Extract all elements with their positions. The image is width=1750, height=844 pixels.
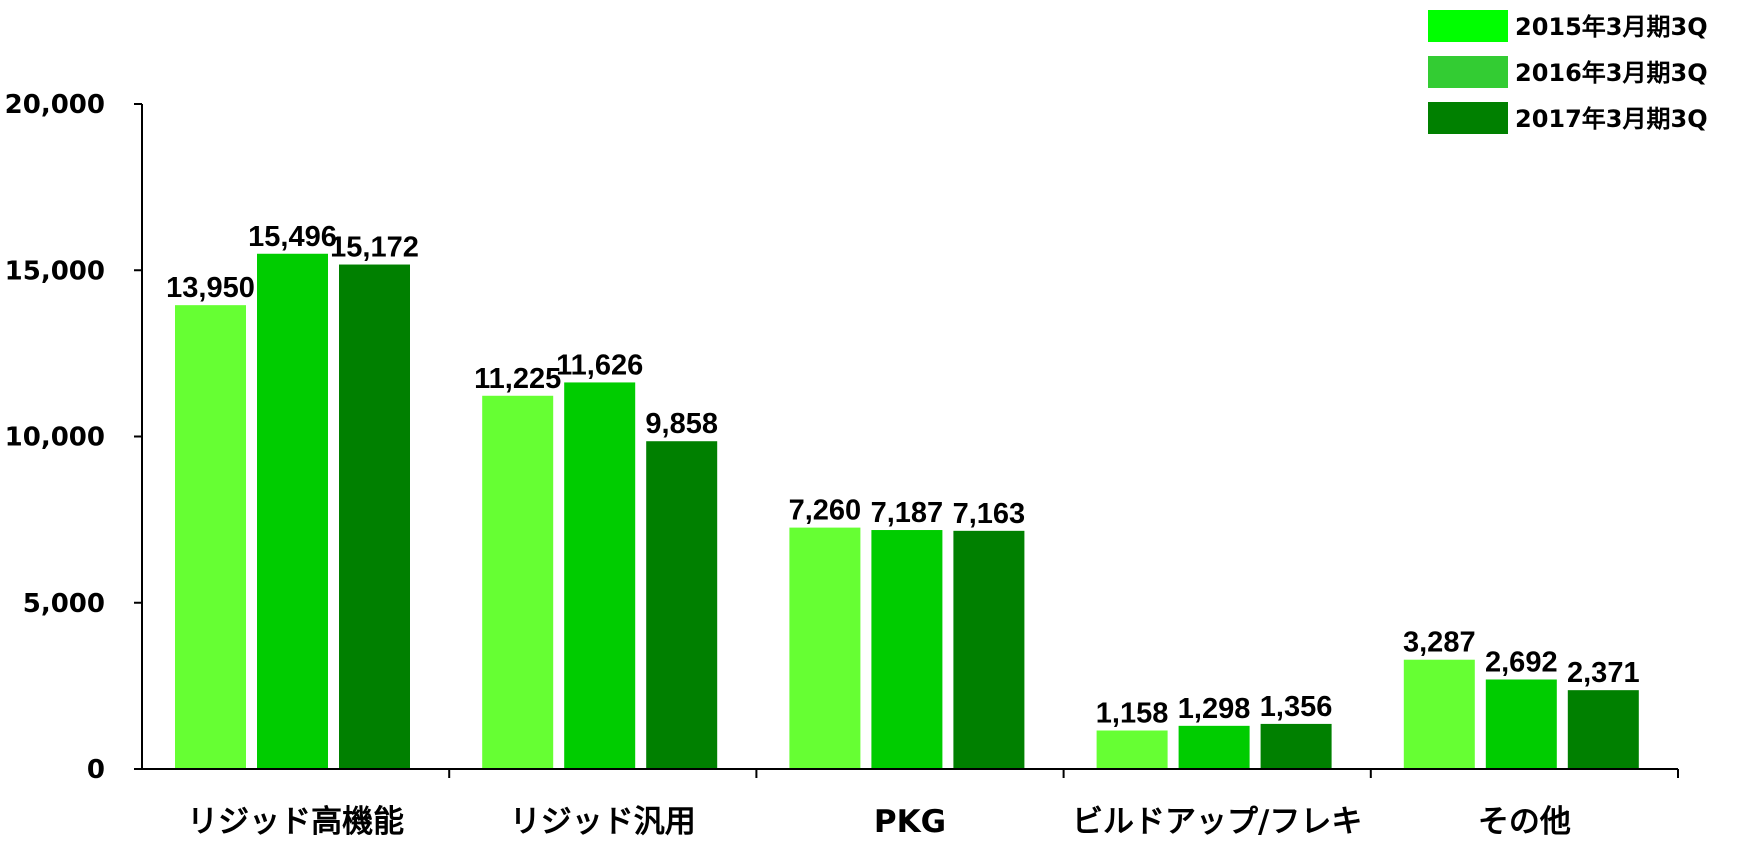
category-label: その他 [1478, 804, 1571, 840]
bar [1485, 679, 1557, 769]
bar [257, 253, 328, 769]
bar [789, 527, 861, 769]
y-tick-label: 0 [87, 755, 105, 785]
data-label: 1,356 [1260, 691, 1333, 723]
legend-label: 2015年3月期3Q [1515, 13, 1708, 41]
legend-label: 2017年3月期3Q [1515, 105, 1708, 133]
y-tick-label: 5,000 [23, 589, 105, 619]
bar [1260, 723, 1332, 769]
bar [646, 441, 718, 769]
legend-swatch [1428, 10, 1508, 42]
bar [871, 530, 943, 769]
data-label: 11,225 [474, 363, 561, 395]
y-tick-label: 20,000 [5, 90, 105, 120]
axes-layer [134, 103, 1679, 778]
bar [953, 530, 1025, 769]
data-label: 13,950 [166, 272, 255, 304]
bar [1567, 690, 1639, 769]
bar [1096, 730, 1168, 769]
labels-layer: 0 5,000 10,000 15,000 20,000 13,950 15,49615,1… [5, 90, 1640, 840]
legend: 2015年3月期3Q 2016年3月期3Q 2017年3月期3Q [1428, 10, 1708, 134]
data-label: 15,496 [248, 221, 337, 253]
bar [339, 264, 410, 769]
data-label: 7,187 [871, 497, 944, 529]
data-label: 2,371 [1567, 657, 1640, 689]
category-label: PKG [874, 804, 946, 840]
data-label: 3,287 [1403, 627, 1476, 659]
bar [1403, 659, 1475, 769]
data-label: 11,626 [556, 349, 643, 381]
bars-layer [175, 253, 1639, 769]
bar [482, 395, 554, 769]
data-label: 15,172 [330, 232, 419, 264]
y-tick-label: 15,000 [5, 256, 105, 286]
data-label: 1,298 [1178, 693, 1251, 725]
data-label: 7,163 [953, 498, 1026, 530]
legend-swatch [1428, 56, 1508, 88]
legend-label: 2016年3月期3Q [1515, 59, 1708, 87]
bar [564, 382, 636, 769]
data-label: 1,158 [1096, 697, 1169, 729]
y-tick-label: 10,000 [5, 423, 105, 453]
data-label: 9,858 [645, 408, 718, 440]
legend-swatch [1428, 102, 1508, 134]
bar [175, 305, 246, 769]
data-label: 7,260 [789, 495, 862, 527]
category-label: リジッド高機能 [187, 804, 404, 840]
bar [1178, 725, 1250, 769]
category-label: ビルドアップ/フレキ [1072, 804, 1362, 840]
category-label: リジッド汎用 [510, 804, 696, 840]
data-label: 2,692 [1485, 646, 1558, 678]
